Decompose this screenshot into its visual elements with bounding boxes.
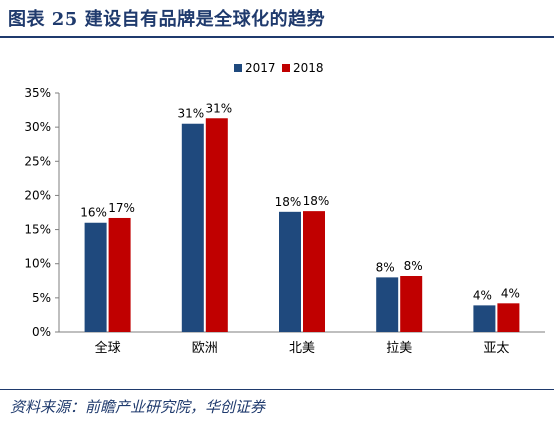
y-tick-label: 20% [24, 188, 51, 202]
y-tick-label: 0% [32, 325, 51, 339]
x-category-label: 欧洲 [192, 341, 218, 356]
title-bar: 图表 25 建设自有品牌是全球化的趋势 [0, 0, 554, 34]
bar-2017 [376, 277, 399, 332]
page-title: 图表 25 建设自有品牌是全球化的趋势 [8, 9, 326, 30]
y-tick-label: 10% [24, 257, 51, 271]
bar-chart: 0% 5% 10% 15% 20% 25% 30% 35% 全球 16% 17% 欧洲 31% 31% 北美… [24, 61, 545, 356]
legend-swatch-2017 [234, 64, 242, 72]
bar-2018 [497, 303, 520, 332]
data-label-2017: 31% [177, 107, 204, 121]
bar-2017 [279, 211, 301, 332]
bar-2018 [205, 118, 228, 332]
data-label-2018: 8% [404, 259, 423, 273]
x-category-label: 亚太 [483, 341, 509, 356]
source-note: 资料来源：前瞻产业研究院，华创证券 [10, 398, 266, 416]
legend-label-2018: 2018 [293, 61, 324, 75]
data-label-2017: 4% [473, 288, 492, 302]
bar-2017 [181, 123, 204, 332]
data-label-2017: 18% [275, 195, 302, 209]
y-tick-label: 25% [24, 154, 51, 168]
data-label-2018: 4% [501, 286, 520, 300]
data-label-2018: 18% [303, 194, 330, 208]
bar-2018 [108, 217, 131, 332]
legend-label-2017: 2017 [245, 61, 276, 75]
x-category-label: 拉美 [386, 341, 412, 356]
data-label-2018: 17% [108, 201, 135, 215]
y-tick-label: 5% [32, 291, 51, 305]
bar-2017 [84, 222, 107, 332]
title-divider [0, 36, 554, 38]
data-label-2018: 31% [205, 101, 232, 115]
bar-2018 [400, 276, 423, 332]
bar-2018 [303, 211, 325, 332]
x-category-label: 全球 [95, 340, 121, 356]
legend-swatch-2018 [282, 64, 290, 72]
y-tick-label: 15% [24, 223, 51, 237]
x-category-label: 北美 [289, 341, 315, 356]
y-tick-label: 35% [24, 86, 51, 100]
y-tick-label: 30% [24, 120, 51, 134]
data-label-2017: 16% [80, 206, 107, 220]
bar-2017 [473, 305, 496, 332]
data-label-2017: 8% [376, 260, 395, 274]
source-divider [0, 389, 554, 390]
